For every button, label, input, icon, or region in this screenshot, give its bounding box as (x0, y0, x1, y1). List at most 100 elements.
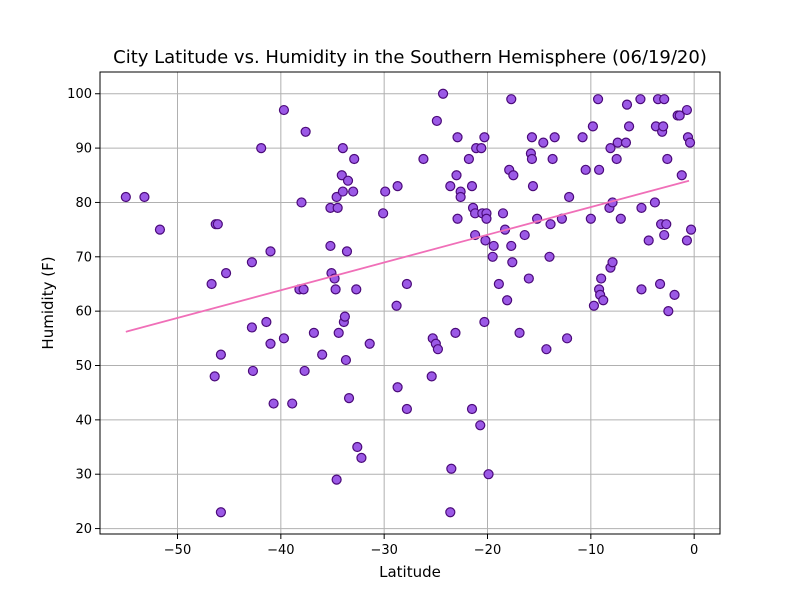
data-point (481, 213, 492, 224)
data-point (620, 137, 632, 148)
data-point (526, 153, 538, 165)
data-point (209, 371, 220, 382)
data-point (215, 507, 226, 518)
data-point (561, 333, 573, 344)
data-point (392, 181, 403, 192)
data-point (463, 153, 474, 165)
data-point (564, 191, 575, 203)
data-point (580, 164, 591, 175)
data-point (340, 354, 352, 366)
data-point (514, 327, 525, 338)
data-point (681, 104, 693, 116)
data-point (676, 170, 687, 181)
data-point (331, 474, 342, 485)
regression-line (125, 179, 690, 333)
x-tick-label: 0 (690, 543, 698, 558)
data-point (317, 349, 328, 360)
chart-title: City Latitude vs. Humidity in the Southe… (113, 47, 707, 68)
x-tick-label: −50 (164, 543, 191, 558)
data-point (215, 349, 226, 360)
y-axis-label: Humidity (F) (39, 256, 57, 349)
data-point (661, 219, 672, 230)
data-point (611, 153, 622, 165)
data-point (659, 229, 670, 241)
y-tick-label: 60 (75, 305, 92, 320)
data-point (247, 365, 259, 377)
data-point (623, 121, 635, 132)
data-point (352, 441, 363, 453)
data-point (674, 110, 685, 121)
data-point (300, 126, 311, 137)
data-point (527, 181, 539, 192)
data-point (507, 257, 518, 268)
data-point (587, 121, 599, 132)
data-point (378, 208, 389, 219)
data-point (615, 213, 626, 224)
y-tick-label: 70 (75, 250, 92, 265)
data-point (431, 115, 442, 127)
data-point (154, 224, 166, 235)
data-point (523, 273, 534, 284)
y-tick-label: 40 (75, 413, 92, 428)
data-point (206, 278, 217, 290)
data-point (212, 219, 223, 230)
data-point (349, 153, 360, 165)
data-point (466, 181, 478, 192)
data-point (684, 137, 696, 148)
data-point (506, 94, 517, 105)
plot-frame (99, 71, 721, 535)
data-point (220, 268, 232, 279)
data-point (298, 284, 309, 295)
data-point (445, 507, 456, 518)
data-point (380, 186, 391, 197)
data-point (508, 170, 519, 181)
data-point (278, 333, 290, 344)
data-point (654, 278, 666, 290)
data-point (643, 235, 654, 246)
data-point (506, 240, 517, 252)
data-point (351, 284, 362, 295)
data-point (598, 295, 609, 306)
data-point (479, 132, 490, 143)
data-point (493, 278, 504, 290)
data-point (451, 170, 462, 181)
data-point (432, 344, 443, 355)
data-point (401, 403, 412, 415)
data-point (418, 153, 429, 165)
data-point (475, 420, 486, 431)
regression (125, 179, 690, 333)
data-point (120, 191, 131, 203)
data-point (592, 94, 604, 105)
x-tick-label: −40 (267, 543, 294, 558)
data-point (585, 213, 596, 224)
data-point (246, 322, 257, 333)
data-point (246, 257, 257, 268)
data-point (649, 197, 661, 208)
data-point (488, 240, 499, 252)
data-point (621, 99, 633, 110)
x-tick-label: −20 (474, 543, 501, 558)
data-point (261, 316, 272, 328)
data-point (265, 338, 276, 349)
data-point (341, 246, 353, 257)
data-point (479, 316, 490, 328)
data-point (588, 300, 600, 311)
data-point (466, 403, 478, 415)
data-point (333, 327, 344, 338)
data-point (636, 202, 647, 213)
data-point (455, 191, 466, 203)
y-axis-ticks: 20 30 40 50 60 70 80 90 100 (67, 87, 100, 537)
data-point (445, 181, 456, 192)
data-point (265, 246, 276, 257)
data-point (296, 197, 307, 208)
x-tick-label: −10 (577, 543, 604, 558)
data-point (487, 251, 498, 262)
data-point (662, 153, 673, 165)
data-point (612, 137, 623, 148)
y-tick-label: 80 (75, 196, 92, 211)
data-point (483, 469, 494, 480)
data-point (596, 273, 607, 284)
data-point (663, 306, 674, 317)
y-tick-label: 20 (75, 522, 92, 537)
data-point (607, 257, 618, 268)
